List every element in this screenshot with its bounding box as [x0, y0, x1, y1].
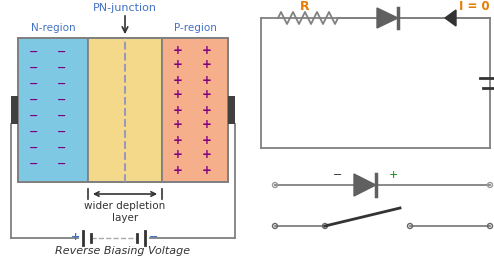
- Polygon shape: [445, 10, 456, 26]
- Text: +: +: [202, 119, 212, 132]
- Text: +: +: [202, 148, 212, 162]
- Polygon shape: [377, 8, 398, 28]
- Text: Reverse Biasing Voltage: Reverse Biasing Voltage: [55, 246, 191, 256]
- Text: −: −: [333, 170, 343, 180]
- Text: +: +: [173, 148, 183, 162]
- Text: −: −: [57, 143, 67, 153]
- Text: +: +: [173, 89, 183, 102]
- Text: −: −: [57, 95, 67, 105]
- Text: layer: layer: [112, 213, 138, 223]
- Text: I = 0: I = 0: [459, 0, 490, 12]
- Bar: [88, 38, 162, 182]
- Text: −: −: [57, 127, 67, 137]
- Text: −: −: [57, 111, 67, 121]
- Text: −: −: [57, 63, 67, 73]
- Text: −: −: [29, 159, 39, 169]
- Text: +: +: [388, 170, 398, 180]
- Text: +: +: [173, 163, 183, 176]
- Text: +: +: [202, 74, 212, 87]
- Text: +: +: [202, 44, 212, 56]
- Text: R: R: [300, 0, 310, 12]
- Text: −: −: [57, 159, 67, 169]
- Text: +: +: [173, 104, 183, 117]
- Bar: [18, 38, 228, 182]
- Text: −: −: [29, 63, 39, 73]
- Text: −: −: [57, 79, 67, 89]
- Text: N-region: N-region: [31, 23, 75, 33]
- Text: −: −: [29, 143, 39, 153]
- Text: −: −: [29, 47, 39, 57]
- Text: −: −: [29, 127, 39, 137]
- Text: −: −: [29, 111, 39, 121]
- Bar: [228, 96, 235, 124]
- Bar: [162, 38, 228, 182]
- Text: +: +: [173, 44, 183, 56]
- Text: +: +: [202, 59, 212, 71]
- Text: +: +: [173, 59, 183, 71]
- Text: +: +: [173, 133, 183, 147]
- Text: +: +: [70, 232, 80, 242]
- Text: −: −: [57, 47, 67, 57]
- Text: PN-junction: PN-junction: [93, 3, 157, 13]
- Text: −: −: [29, 95, 39, 105]
- Text: −: −: [149, 232, 159, 242]
- Text: +: +: [202, 133, 212, 147]
- Text: P-region: P-region: [173, 23, 216, 33]
- Text: +: +: [173, 74, 183, 87]
- Text: wider depletion: wider depletion: [84, 201, 165, 211]
- Text: +: +: [202, 163, 212, 176]
- Bar: [18, 38, 88, 182]
- Text: +: +: [202, 89, 212, 102]
- Text: +: +: [173, 119, 183, 132]
- Text: −: −: [29, 79, 39, 89]
- Bar: [11, 96, 18, 124]
- Polygon shape: [354, 174, 376, 196]
- Text: +: +: [202, 104, 212, 117]
